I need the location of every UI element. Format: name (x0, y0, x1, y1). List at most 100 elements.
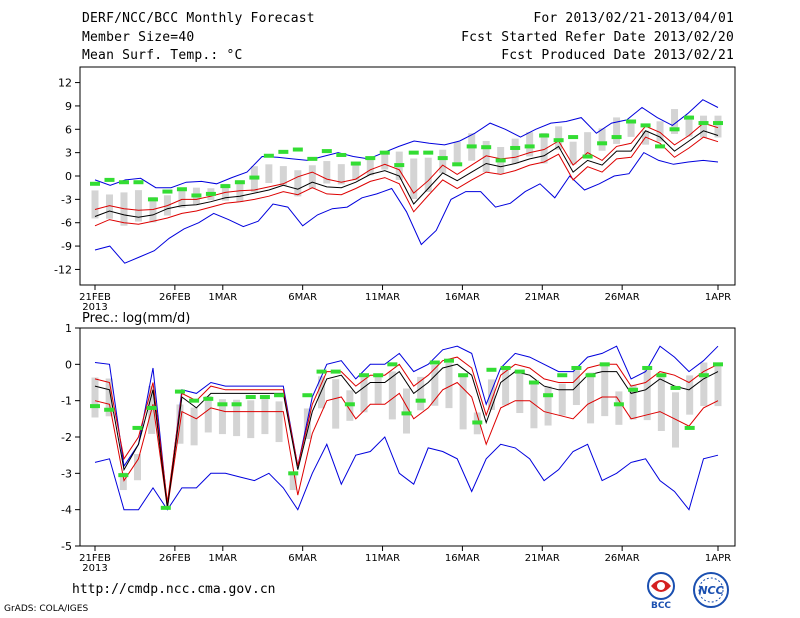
observed-marker (514, 369, 525, 374)
ensemble-bar (453, 141, 461, 166)
x-tick-label: 21MAR (525, 553, 560, 564)
ensemble-bar (218, 399, 226, 435)
lower-line (94, 136, 719, 227)
x-tick-label: 1APR (705, 553, 731, 564)
precip-title: Prec.: log(mm/d) (82, 311, 190, 326)
y-tick-label: -1 (61, 395, 72, 408)
observed-marker (132, 425, 143, 430)
ensemble-bar (656, 121, 664, 142)
observed-marker (90, 181, 100, 186)
x-year-label: 2013 (82, 302, 107, 313)
observed-marker (698, 121, 709, 126)
ensemble-bar (352, 164, 360, 181)
observed-marker (118, 180, 129, 185)
ensemble-bar (360, 377, 368, 413)
ensemble-bar (403, 388, 410, 434)
ensemble-bar (190, 407, 198, 446)
ensemble-bar (700, 362, 708, 407)
observed-marker (437, 156, 448, 161)
observed-marker (698, 373, 709, 378)
ensemble-bar (247, 400, 255, 439)
x-tick-label: 6MAR (288, 553, 317, 564)
observed-marker (133, 180, 144, 185)
y-tick-label: -3 (61, 193, 72, 206)
ensemble-bar (502, 367, 510, 406)
ensemble-bar (526, 132, 534, 157)
bcc-logo-text: BCC (651, 601, 671, 610)
observed-marker (373, 373, 384, 378)
observed-marker (486, 367, 497, 372)
y-tick-label: 6 (65, 123, 72, 136)
ensemble-bar (587, 372, 595, 424)
ensemble-bar (332, 379, 340, 429)
ensemble-bar (374, 375, 382, 405)
produced-date: Fcst Produced Date 2013/02/21 (501, 48, 734, 63)
observed-marker (528, 380, 539, 385)
ensemble-bar (279, 166, 287, 186)
observed-marker (472, 420, 483, 425)
observed-marker (466, 144, 477, 149)
max-line (94, 345, 719, 507)
ensemble-bar (686, 375, 694, 415)
min-line (94, 151, 719, 264)
ensemble-bar (381, 152, 389, 170)
y-tick-label: -5 (61, 540, 72, 553)
ensemble-bar (714, 362, 722, 407)
ensemble-bar (424, 157, 432, 192)
bcc-logo-icon: BCC (638, 570, 684, 614)
observed-marker (302, 393, 313, 398)
y-tick-label: 0 (65, 170, 72, 183)
source-url[interactable]: http://cmdp.ncc.cma.gov.cn (72, 582, 276, 597)
ensemble-bar (584, 132, 592, 157)
observed-marker (458, 373, 469, 378)
upper-line (94, 122, 719, 211)
observed-marker (259, 395, 270, 400)
ensemble-bar (544, 386, 552, 426)
ensemble-bar (294, 170, 302, 197)
observed-marker (162, 189, 173, 194)
observed-marker (670, 385, 681, 390)
ensemble-bar (91, 190, 99, 219)
x-tick-label: 16MAR (445, 292, 480, 303)
ensemble-bar (598, 128, 606, 151)
observed-marker (626, 119, 637, 124)
observed-marker (316, 369, 327, 374)
observed-marker (599, 362, 610, 367)
ensemble-bar (511, 138, 519, 164)
observed-marker (613, 402, 624, 407)
observed-marker (640, 123, 651, 128)
observed-marker (443, 358, 454, 363)
observed-marker (191, 193, 202, 198)
x-tick-label: 21MAR (525, 292, 560, 303)
ensemble-bar (265, 164, 273, 184)
observed-marker (104, 177, 115, 182)
observed-marker (146, 405, 157, 410)
ensemble-bar (700, 115, 708, 138)
ensemble-bar (318, 376, 326, 409)
min-line (94, 436, 719, 511)
variable-label: Mean Surf. Temp.: °C (82, 48, 243, 63)
x-tick-label: 11MAR (365, 553, 400, 564)
ensemble-bar (289, 472, 297, 491)
ensemble-bar (714, 115, 722, 138)
x-year-label: 2013 (82, 563, 107, 574)
observed-marker (160, 505, 171, 510)
y-tick-label: -4 (61, 504, 72, 517)
x-tick-label: 26FEB (159, 292, 191, 303)
member-size-label: Member Size=40 (82, 30, 195, 45)
observed-marker (481, 145, 492, 150)
observed-marker (118, 473, 129, 478)
observed-marker (628, 387, 639, 392)
observed-marker (231, 402, 242, 407)
ensemble-bar (261, 399, 269, 435)
x-tick-label: 1MAR (208, 553, 237, 564)
y-tick-label: 1 (65, 322, 72, 335)
observed-marker (350, 161, 361, 166)
x-tick-label: 26MAR (605, 292, 640, 303)
observed-marker (582, 154, 593, 159)
observed-marker (585, 373, 596, 378)
observed-marker (642, 365, 653, 370)
observed-marker (557, 373, 568, 378)
observed-marker (217, 402, 228, 407)
observed-marker (174, 389, 185, 394)
